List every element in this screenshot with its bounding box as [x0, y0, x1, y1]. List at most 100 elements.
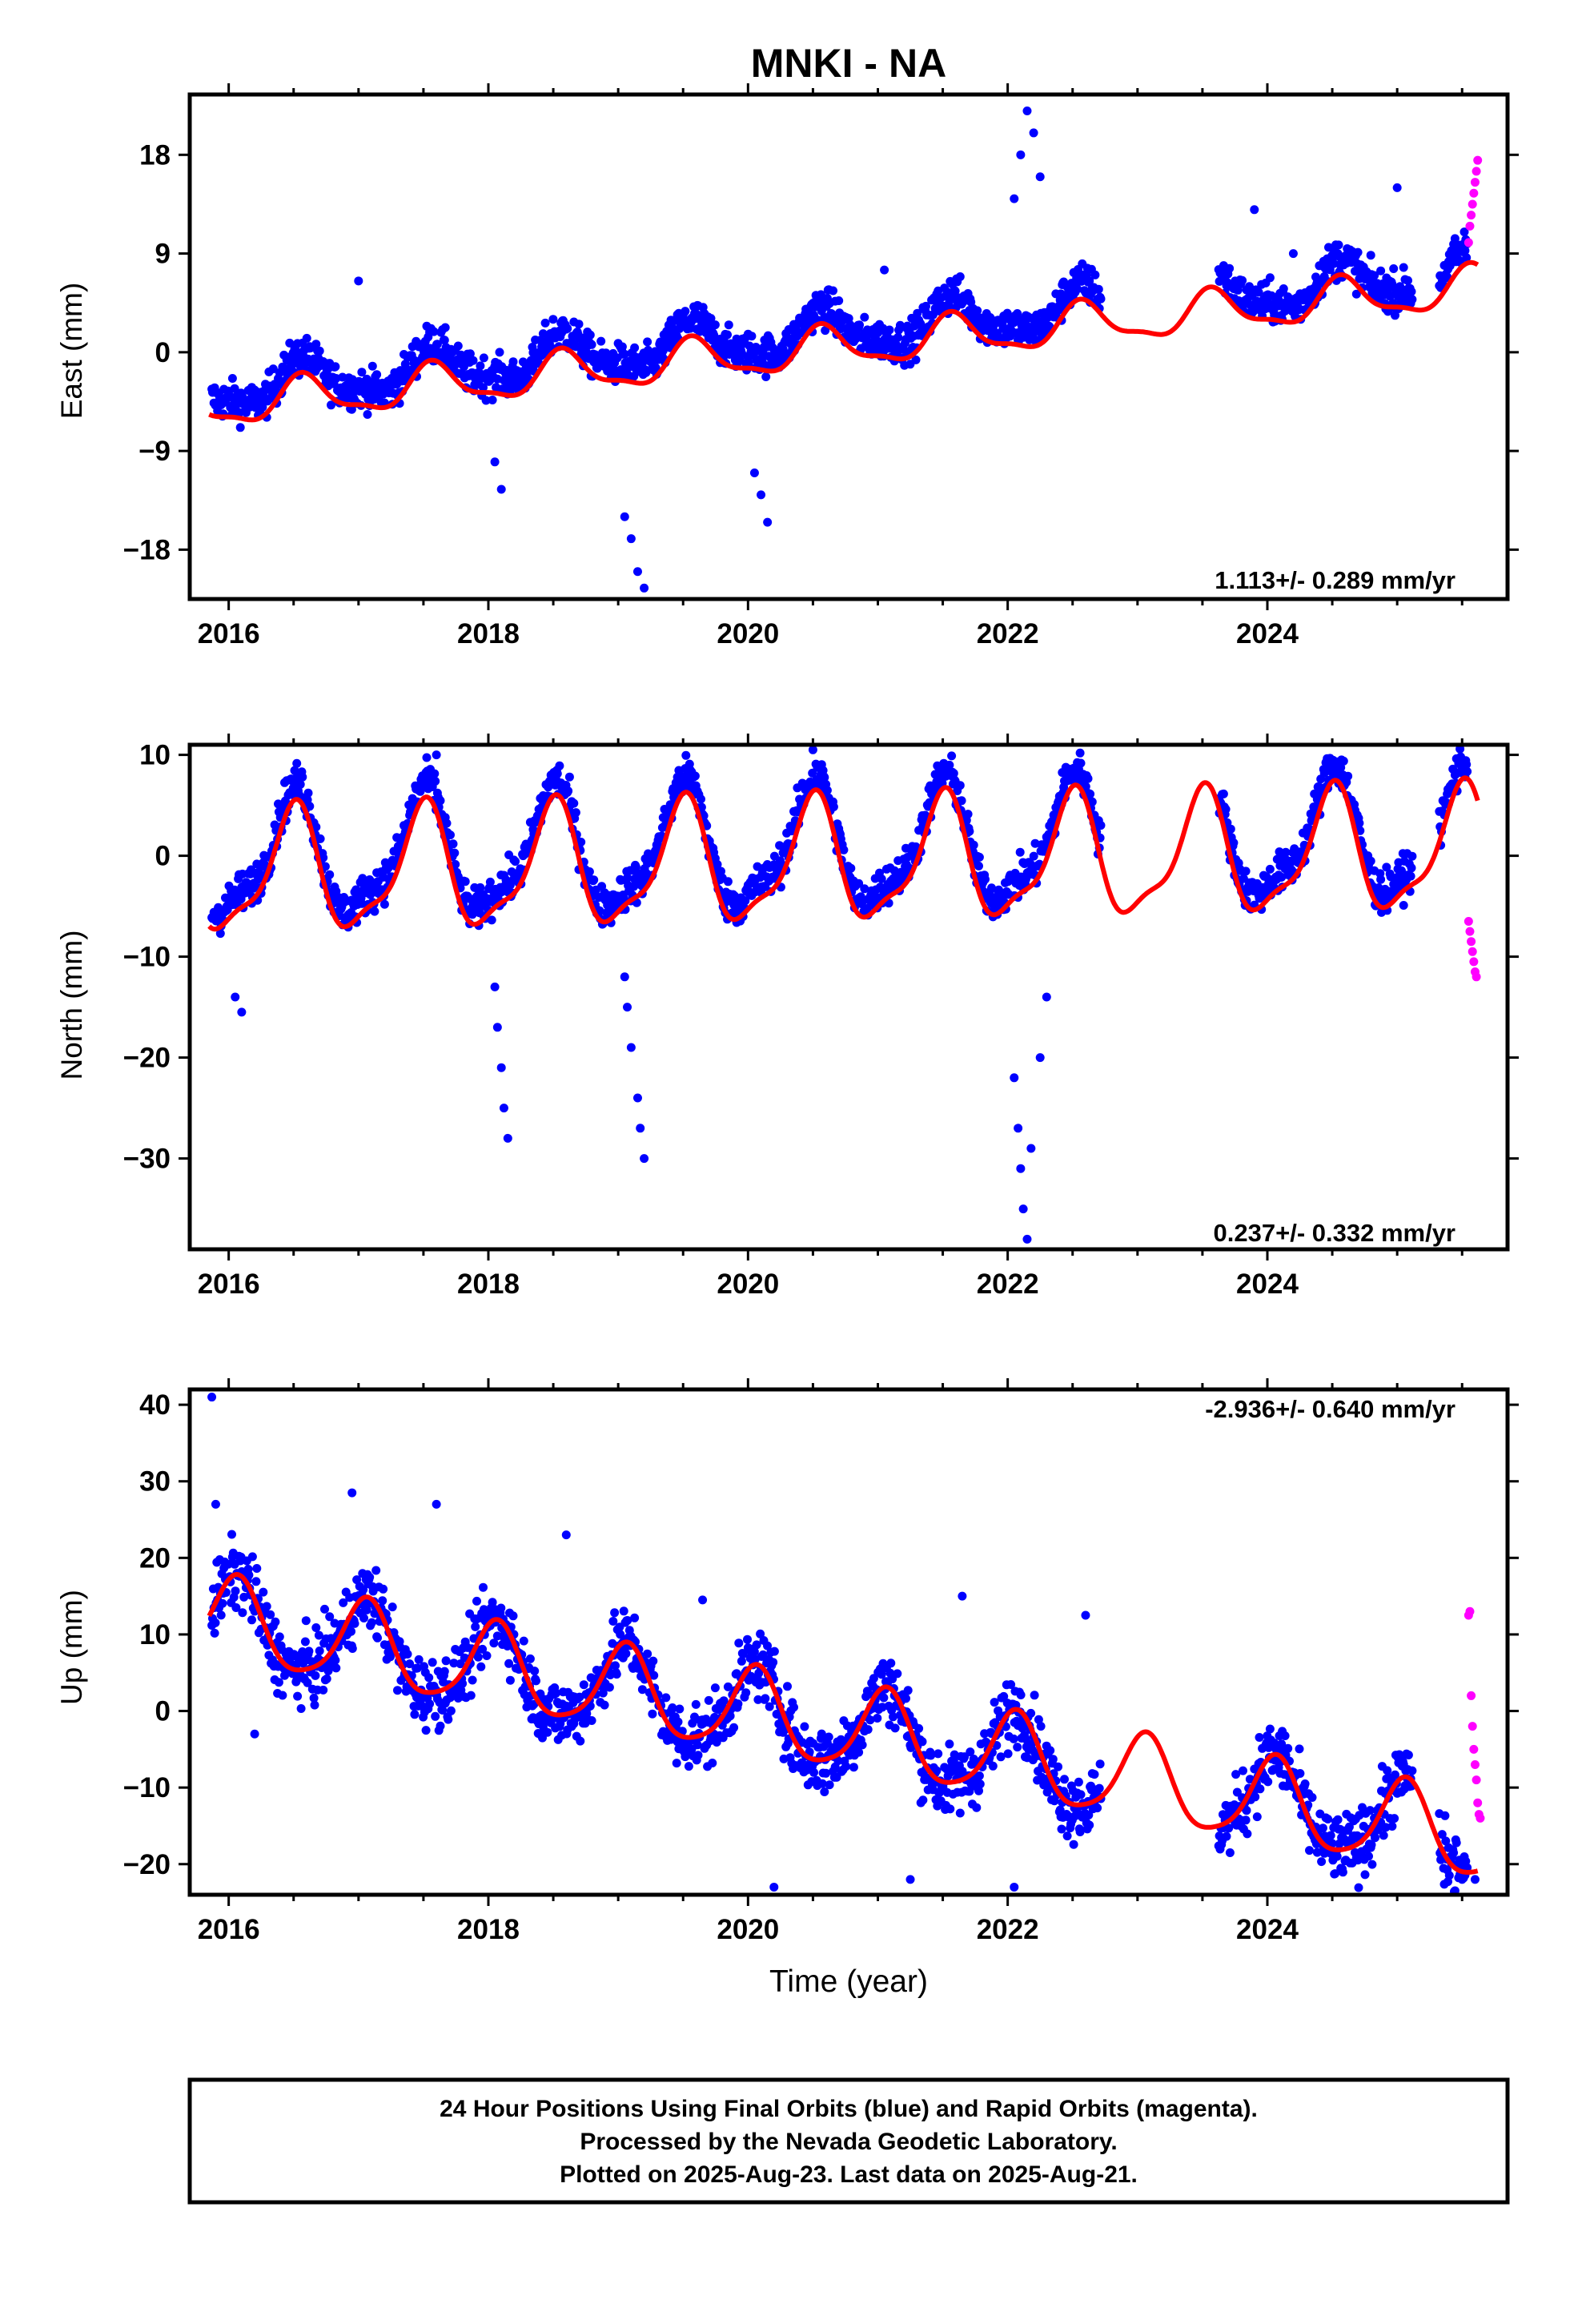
north-data-point: [315, 834, 325, 843]
east-data-point: [429, 327, 439, 336]
up-data-point: [1255, 1784, 1265, 1794]
north-y-tick-label: 0: [155, 841, 171, 872]
up-data-point: [446, 1706, 456, 1715]
up-data-point: [259, 1587, 268, 1597]
east-final-orbit-points: [207, 107, 1472, 593]
up-data-point: [684, 1762, 693, 1771]
up-data-point: [505, 1675, 515, 1685]
up-data-point: [365, 1573, 375, 1582]
east-data-point: [315, 346, 324, 356]
east-outlier-point: [490, 457, 500, 467]
east-rapid-point: [1473, 155, 1483, 165]
up-data-point: [1225, 1848, 1235, 1857]
north-data-point: [1265, 864, 1275, 874]
up-data-point: [729, 1723, 739, 1732]
north-y-tick-label: −20: [123, 1043, 171, 1074]
up-data-point: [873, 1714, 882, 1723]
north-data-point: [370, 907, 379, 916]
east-plot-frame: [187, 92, 1510, 601]
up-outlier-point: [207, 1393, 217, 1402]
up-data-point: [877, 1670, 886, 1679]
up-data-point: [769, 1647, 779, 1656]
north-data-point: [623, 873, 632, 883]
north-data-point: [1343, 771, 1353, 781]
east-data-point: [710, 320, 720, 330]
up-data-point: [1403, 1751, 1413, 1759]
east-data-point: [1002, 308, 1012, 318]
up-data-point: [587, 1716, 596, 1725]
up-rate-annotation: -2.936+/- 0.640 mm/yr: [1205, 1395, 1456, 1423]
up-data-point: [765, 1702, 774, 1711]
up-data-point: [854, 1747, 864, 1757]
east-outlier-point: [1035, 172, 1045, 182]
east-data-point: [495, 348, 504, 357]
east-data-point: [440, 323, 450, 332]
up-data-point: [821, 1768, 831, 1778]
up-data-point: [972, 1803, 982, 1812]
up-data-point: [440, 1667, 449, 1676]
up-data-point: [1387, 1822, 1397, 1831]
north-rapid-point: [1472, 972, 1481, 982]
up-rapid-point: [1467, 1691, 1476, 1700]
north-data-point: [1406, 871, 1415, 881]
north-data-point: [965, 826, 974, 836]
up-y-label: Up (mm): [55, 1590, 88, 1705]
north-outlier-point: [1010, 1073, 1019, 1083]
north-outlier-point: [496, 1063, 506, 1072]
north-data-point: [877, 875, 886, 883]
up-data-point: [373, 1633, 382, 1642]
north-data-point: [430, 769, 440, 778]
footer-line-2: Processed by the Nevada Geodetic Laborat…: [580, 2129, 1117, 2155]
up-data-point: [1095, 1759, 1105, 1769]
east-data-point: [1403, 275, 1412, 285]
north-data-point: [1096, 821, 1106, 830]
up-data-point: [1379, 1831, 1388, 1840]
north-rapid-point: [1469, 957, 1479, 967]
up-data-point: [466, 1691, 476, 1700]
up-final-orbit-points: [207, 1393, 1480, 1895]
up-data-point: [1295, 1744, 1304, 1754]
up-data-point: [1069, 1839, 1078, 1849]
north-data-point: [1075, 748, 1085, 758]
east-data-point: [913, 308, 922, 318]
up-data-point: [749, 1647, 759, 1656]
north-data-point: [955, 781, 965, 790]
east-outlier-point: [1250, 205, 1259, 215]
up-outlier-point: [250, 1729, 259, 1739]
east-outlier-point: [620, 512, 629, 521]
up-data-point: [1338, 1868, 1347, 1877]
up-data-point: [352, 1575, 362, 1585]
east-outlier-point: [640, 583, 649, 593]
up-data-point: [1332, 1852, 1342, 1861]
up-data-point: [746, 1671, 756, 1681]
up-data-point: [612, 1670, 621, 1679]
up-data-point: [530, 1667, 540, 1676]
east-rapid-point: [1470, 178, 1480, 187]
up-y-tick-label: 30: [139, 1466, 171, 1498]
east-data-point: [302, 333, 311, 343]
east-data-point: [1389, 264, 1399, 273]
up-data-point: [410, 1710, 420, 1719]
up-data-point: [262, 1602, 271, 1611]
north-data-point: [1355, 818, 1364, 828]
up-data-point: [421, 1726, 431, 1735]
north-outlier-point: [492, 1023, 502, 1032]
up-data-point: [1307, 1793, 1317, 1802]
up-data-point: [252, 1564, 262, 1573]
up-data-point: [379, 1584, 388, 1594]
east-x-tick-label: 2024: [1236, 618, 1299, 649]
east-data-point: [747, 332, 757, 341]
up-data-point: [741, 1688, 751, 1698]
east-data-point: [508, 357, 518, 367]
up-data-point: [471, 1622, 480, 1631]
up-data-point: [817, 1729, 826, 1739]
up-data-point: [244, 1570, 254, 1580]
up-outlier-point: [211, 1499, 220, 1509]
up-data-point: [675, 1704, 685, 1714]
up-data-point: [1251, 1792, 1260, 1802]
up-data-point: [1353, 1856, 1363, 1865]
up-data-point: [414, 1655, 424, 1664]
north-data-point: [295, 780, 305, 789]
north-data-point: [292, 758, 302, 768]
north-data-point: [741, 896, 750, 906]
